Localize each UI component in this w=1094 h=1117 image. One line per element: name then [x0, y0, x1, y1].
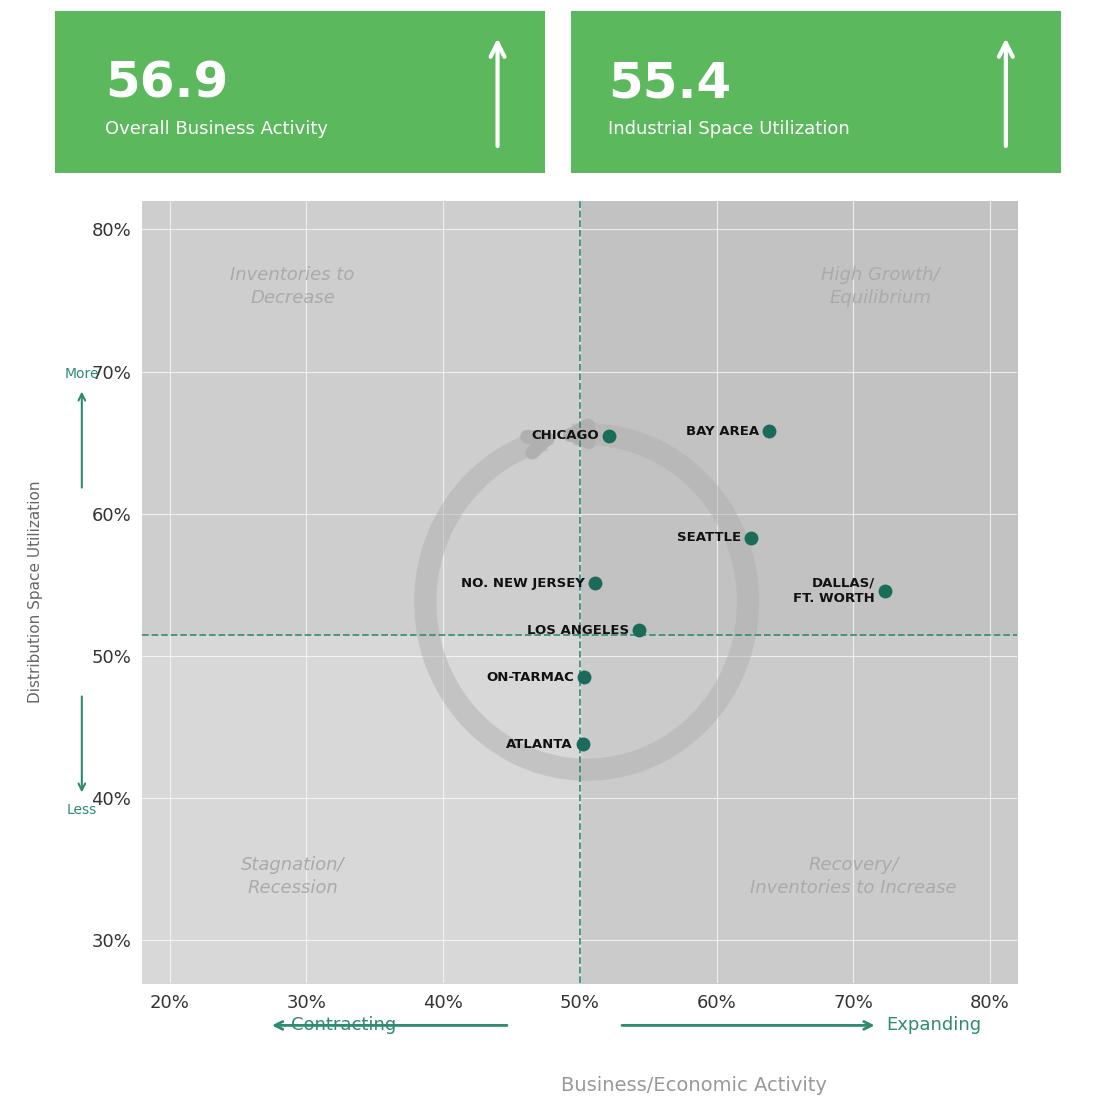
Text: Industrial Space Utilization: Industrial Space Utilization	[608, 120, 850, 137]
Text: Distribution Space Utilization: Distribution Space Utilization	[28, 480, 43, 704]
Text: Less: Less	[67, 803, 97, 818]
Text: Expanding: Expanding	[886, 1016, 981, 1034]
Text: High Growth/
Equilibrium: High Growth/ Equilibrium	[822, 266, 940, 307]
Text: More: More	[65, 366, 100, 381]
Text: Overall Business Activity: Overall Business Activity	[105, 120, 328, 137]
Text: Inventories to
Decrease: Inventories to Decrease	[231, 266, 354, 307]
Text: 55.4: 55.4	[608, 60, 732, 107]
FancyBboxPatch shape	[571, 11, 1061, 173]
Text: Recovery/
Inventories to Increase: Recovery/ Inventories to Increase	[750, 856, 956, 897]
Text: ON-TARMAC: ON-TARMAC	[487, 671, 574, 684]
Text: SEATTLE: SEATTLE	[677, 532, 742, 544]
FancyBboxPatch shape	[55, 11, 546, 173]
Text: 56.9: 56.9	[105, 60, 229, 107]
Text: Contracting: Contracting	[291, 1016, 396, 1034]
Text: BAY AREA: BAY AREA	[686, 424, 759, 438]
Text: CHICAGO: CHICAGO	[532, 429, 600, 442]
Text: DALLAS/
FT. WORTH: DALLAS/ FT. WORTH	[793, 576, 875, 605]
Text: Business/Economic Activity: Business/Economic Activity	[560, 1076, 827, 1096]
Text: NO. NEW JERSEY: NO. NEW JERSEY	[462, 577, 585, 590]
Text: Stagnation/
Recession: Stagnation/ Recession	[241, 856, 345, 897]
Text: ATLANTA: ATLANTA	[507, 737, 573, 751]
Text: LOS ANGELES: LOS ANGELES	[527, 624, 629, 637]
